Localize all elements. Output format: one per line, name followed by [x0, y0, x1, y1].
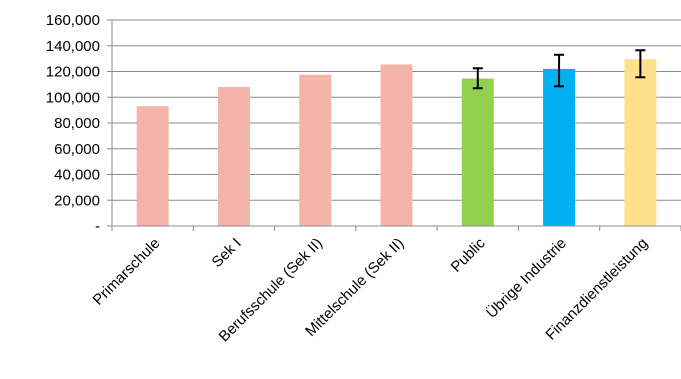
y-tick-label: 80,000: [54, 115, 100, 132]
bars: [136, 59, 657, 226]
y-tick-label: 120,000: [46, 64, 100, 81]
x-category-label: Primarschule: [90, 235, 164, 309]
x-category-label: Übrige Industrie: [482, 234, 570, 322]
bar: [136, 106, 169, 226]
bar: [543, 68, 576, 226]
bar: [299, 74, 332, 226]
y-tick-label: 100,000: [46, 89, 100, 106]
bar: [380, 64, 413, 226]
y-tick-label: 20,000: [54, 192, 100, 209]
error-bars: [472, 49, 646, 90]
x-category-label: Sek I: [209, 235, 245, 271]
bar: [217, 86, 250, 226]
y-tick-label: 160,000: [46, 12, 100, 29]
axes: [107, 19, 681, 231]
y-tick-label: -: [95, 218, 100, 235]
y-tick-label: 140,000: [46, 38, 100, 55]
bar: [461, 78, 494, 226]
y-tick-labels: - 20,000 40,000 60,000 80,000 100,000 120,000 1…: [46, 12, 100, 235]
x-category-label: Public: [448, 234, 489, 275]
bar: [624, 59, 657, 226]
y-tick-label: 40,000: [54, 167, 100, 184]
y-tick-label: 60,000: [54, 141, 100, 158]
